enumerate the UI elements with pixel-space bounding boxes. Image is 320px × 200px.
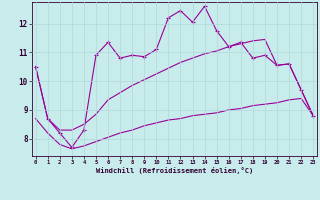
X-axis label: Windchill (Refroidissement éolien,°C): Windchill (Refroidissement éolien,°C) — [96, 167, 253, 174]
